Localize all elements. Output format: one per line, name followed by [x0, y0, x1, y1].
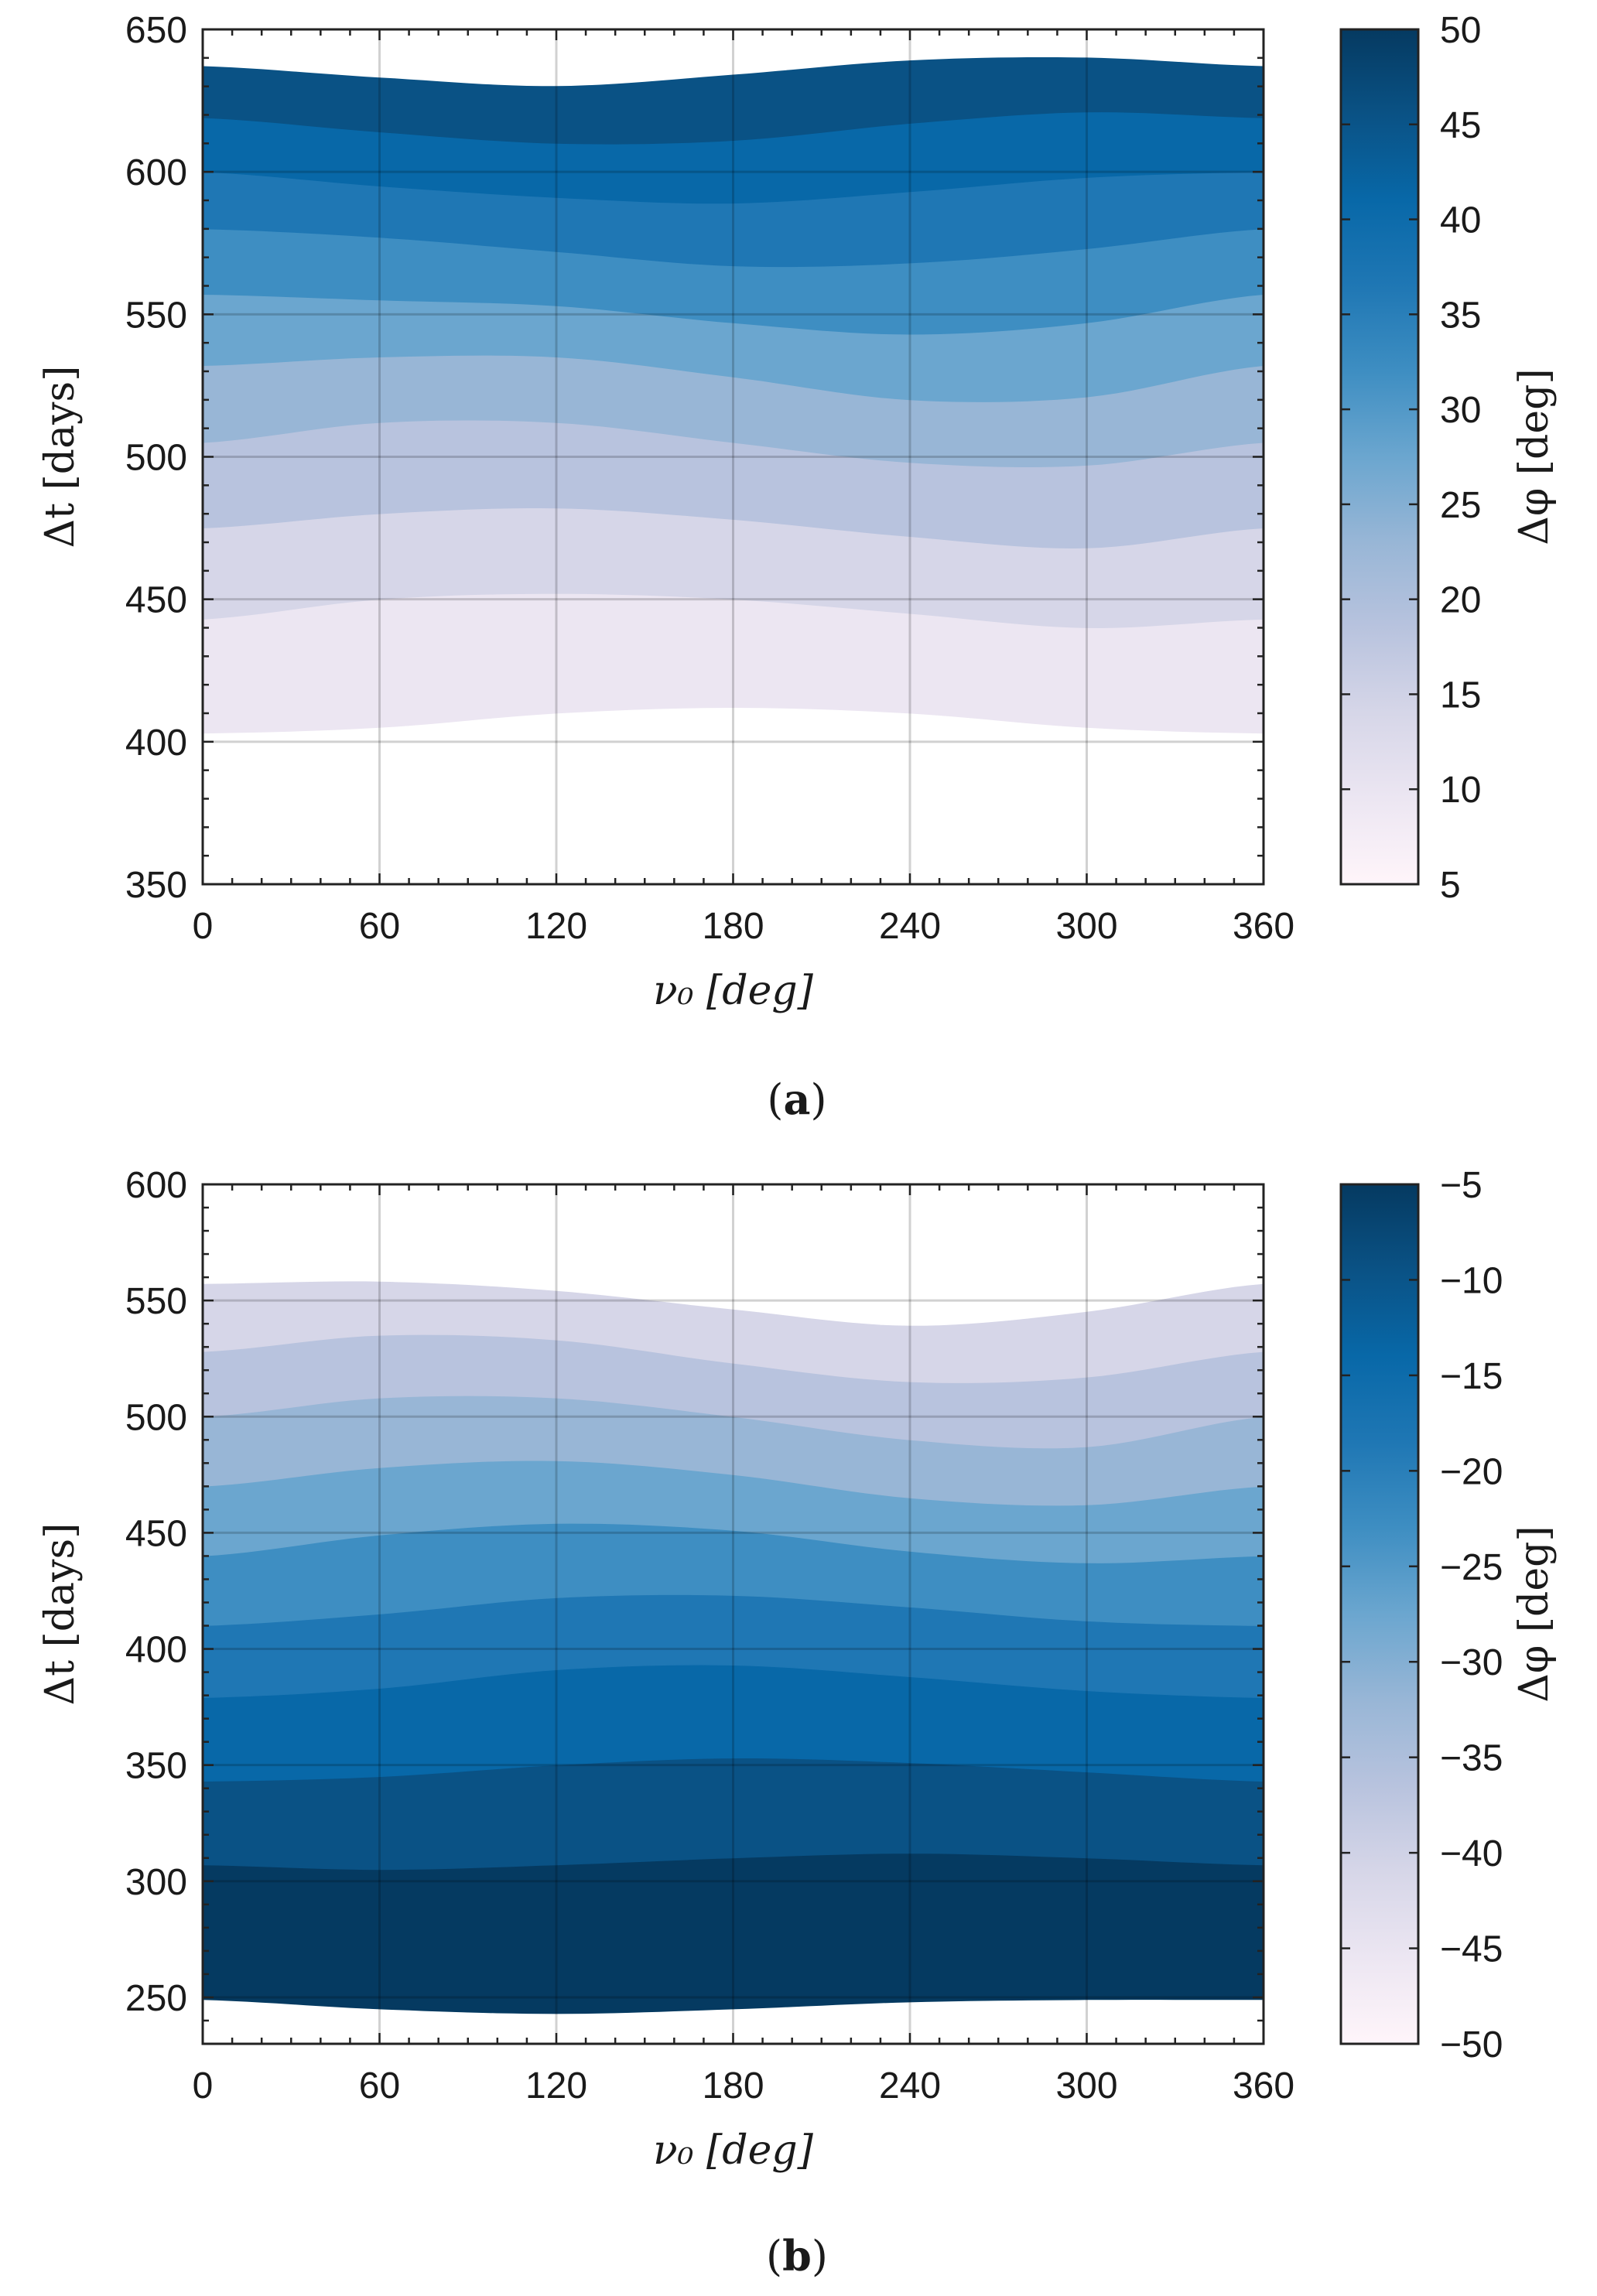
panel-b: 0 60 120 180 240 300 360 250 300 350 400 450 500 550 6…	[37, 1165, 1558, 2281]
colorbar-tick-label: 50	[1440, 10, 1481, 51]
x-axis-label: ν₀ [deg]	[653, 968, 814, 1014]
y-tick-label: 600	[125, 152, 187, 193]
colorbar: 5 10 15 20 25 30 35 40 45 50 Δφ [deg]	[1339, 10, 1558, 906]
colorbar-tick-label: 20	[1440, 580, 1481, 621]
y-tick-label: 600	[125, 1165, 187, 1206]
y-tick-label: 300	[125, 1862, 187, 1903]
colorbar-tick-label: 5	[1440, 865, 1461, 906]
x-tick-label: 240	[879, 2065, 941, 2106]
x-tick-label: 360	[1233, 2065, 1294, 2106]
axis-ticks	[201, 28, 1265, 886]
colorbar: −50 −45 −40 −35 −30 −25 −20 −15 −10 −5 Δφ [deg]	[1339, 1165, 1558, 2065]
colorbar-tick-label: 45	[1440, 105, 1481, 146]
colorbar-tick-label: −5	[1440, 1165, 1482, 1206]
x-tick-label: 360	[1233, 906, 1294, 947]
colorbar-gradient	[1339, 28, 1420, 886]
colorbar-tick-label: 25	[1440, 485, 1481, 526]
colorbar-tick-label: 35	[1440, 295, 1481, 336]
y-tick-label: 500	[125, 438, 187, 479]
x-tick-label: 180	[702, 2065, 764, 2106]
colorbar-tick-label: −45	[1440, 1929, 1503, 1970]
panel-a: 0 60 120 180 240 300 360350400450500550600650ν…	[37, 10, 1558, 1124]
x-tick-label: 300	[1055, 2065, 1117, 2106]
y-tick-label: 450	[125, 580, 187, 621]
x-tick-label: 180	[702, 906, 764, 947]
colorbar-tick-label: 30	[1440, 390, 1481, 431]
colorbar-tick-label: −15	[1440, 1356, 1503, 1397]
y-tick-label: 450	[125, 1513, 187, 1554]
y-tick-label: 500	[125, 1397, 187, 1438]
y-tick-label: 550	[125, 295, 187, 336]
panel-label: (b)	[766, 2231, 828, 2281]
colorbar-label: Δφ [deg]	[1511, 368, 1558, 545]
y-tick-label: 350	[125, 1746, 187, 1787]
colorbar-tick-label: 10	[1440, 770, 1481, 811]
x-tick-label: 240	[879, 906, 941, 947]
x-tick-label: 0	[193, 2065, 214, 2106]
colorbar-gradient	[1339, 1183, 1420, 2045]
x-tick-label: 0	[193, 906, 214, 947]
y-axis-label: Δt [days]	[37, 1523, 84, 1706]
colorbar-label: Δφ [deg]	[1511, 1526, 1558, 1702]
x-axis-label: ν₀ [deg]	[653, 2127, 814, 2174]
x-tick-label: 60	[359, 2065, 400, 2106]
y-tick-label: 650	[125, 10, 187, 51]
contour-bands	[203, 57, 1264, 734]
contour-band-8	[203, 57, 1264, 145]
y-tick-label: 400	[125, 1630, 187, 1671]
x-tick-label: 120	[525, 906, 587, 947]
x-tick-label: 120	[525, 2065, 587, 2106]
contour-band-8	[203, 1281, 1264, 1383]
colorbar-tick-label: 15	[1440, 675, 1481, 716]
colorbar-tick-label: −50	[1440, 2024, 1503, 2065]
colorbar-tick-label: −25	[1440, 1547, 1503, 1588]
colorbar-tick-label: −35	[1440, 1738, 1503, 1779]
x-tick-label: 300	[1055, 906, 1117, 947]
y-axis-label: Δt [days]	[37, 366, 84, 548]
panel-label: (a)	[767, 1075, 826, 1124]
x-tick-label: 60	[359, 906, 400, 947]
axis-ticks	[201, 1183, 1265, 2045]
y-tick-label: 550	[125, 1281, 187, 1322]
colorbar-tick-label: −30	[1440, 1642, 1503, 1683]
colorbar-tick-label: 40	[1440, 200, 1481, 241]
colorbar-tick-label: −10	[1440, 1260, 1503, 1301]
y-tick-label: 400	[125, 723, 187, 764]
y-tick-label: 250	[125, 1978, 187, 2019]
colorbar-tick-label: −20	[1440, 1451, 1503, 1492]
y-tick-label: 350	[125, 865, 187, 906]
colorbar-tick-label: −40	[1440, 1833, 1503, 1874]
contour-bands	[203, 1281, 1264, 2014]
